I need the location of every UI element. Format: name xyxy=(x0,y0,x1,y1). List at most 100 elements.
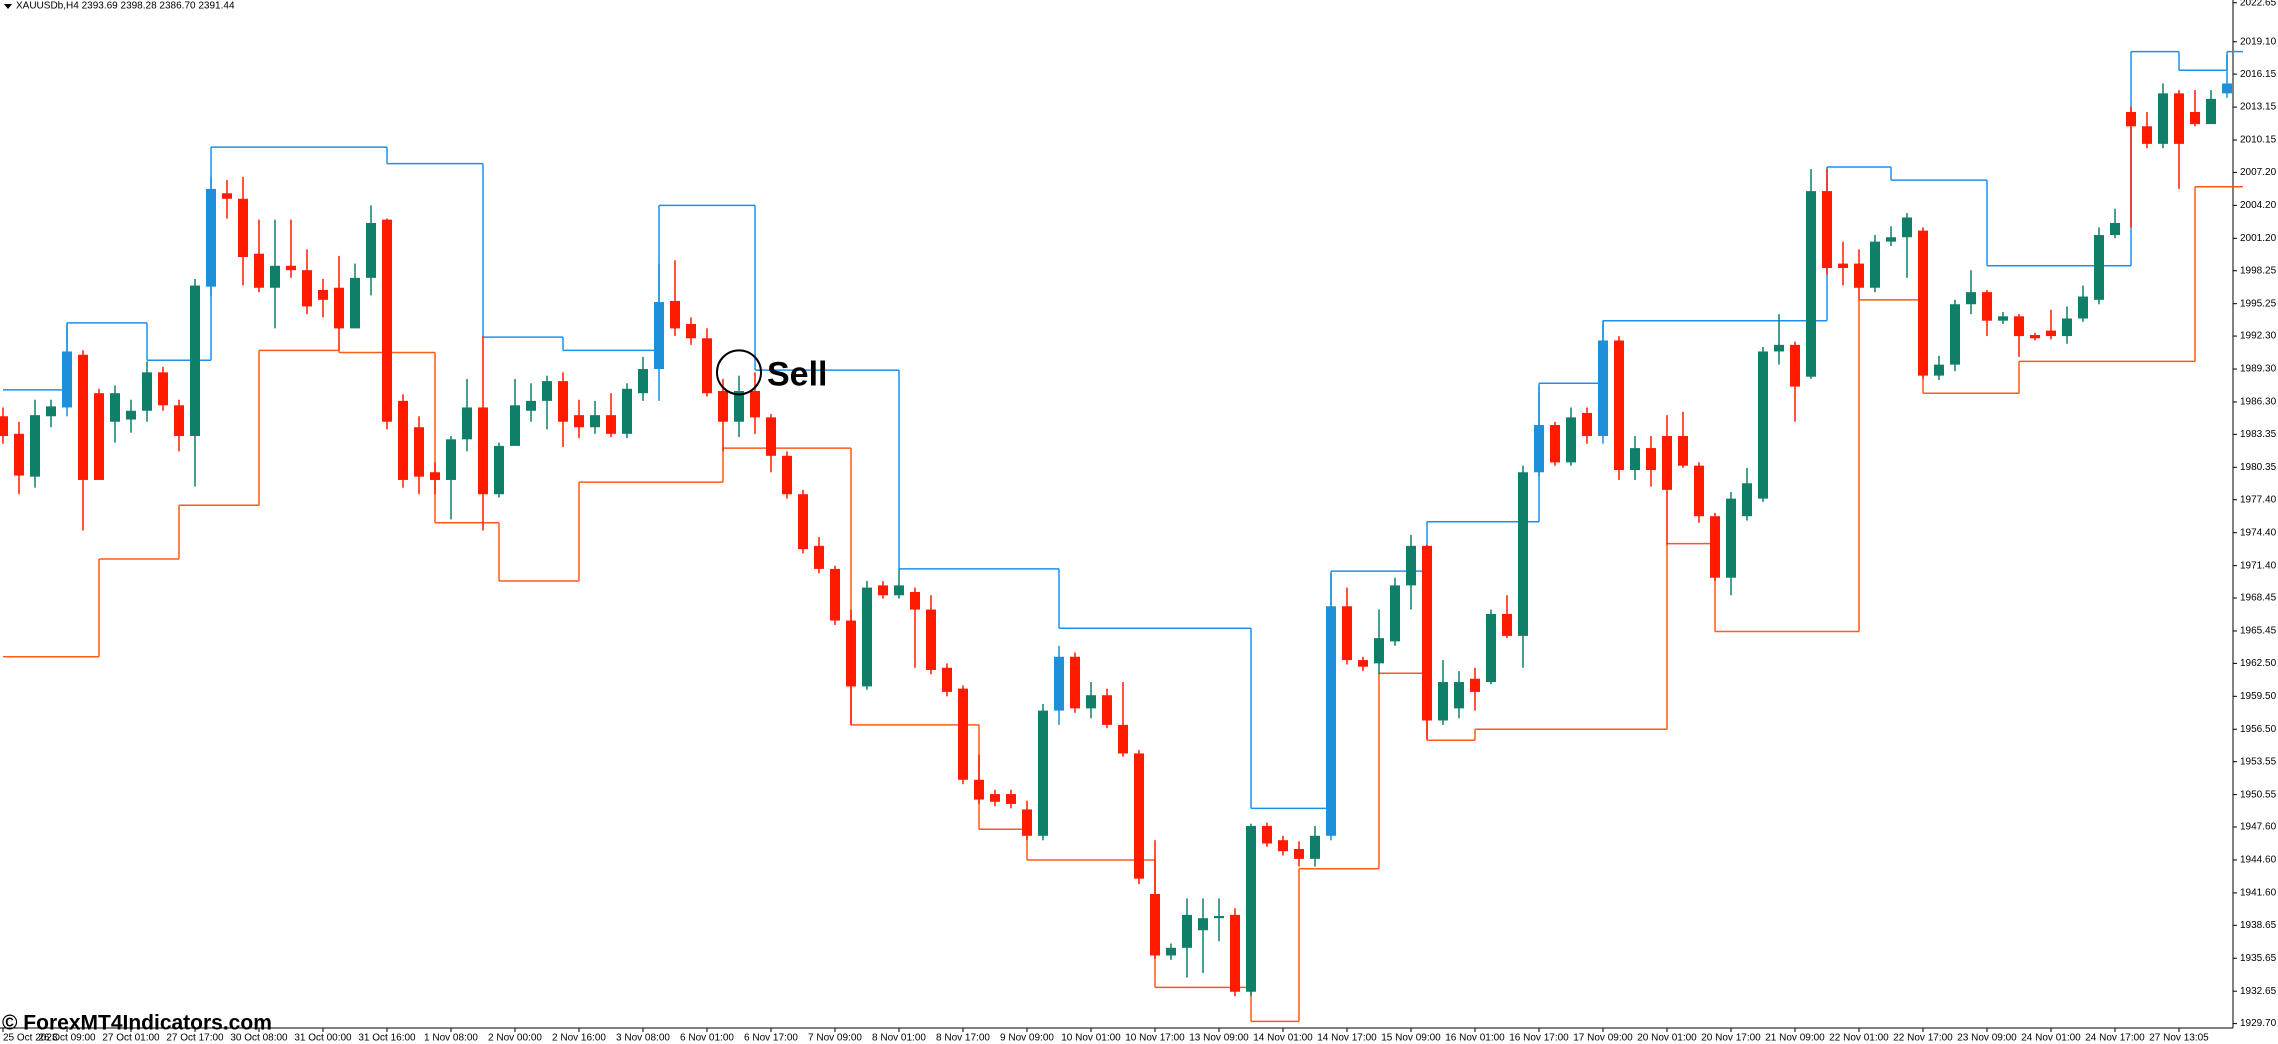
y-tick-label: 2001.20 xyxy=(2240,233,2277,244)
candle-body xyxy=(1742,483,1752,517)
candle-body xyxy=(62,351,72,408)
candle-body xyxy=(686,323,696,339)
candle-body xyxy=(1214,915,1224,919)
candle-body xyxy=(606,415,616,434)
candle-body xyxy=(494,445,504,495)
y-tick-label: 1989.30 xyxy=(2240,364,2277,375)
candle-body xyxy=(1102,695,1112,725)
candle-body xyxy=(2094,235,2104,300)
candle-body xyxy=(910,591,920,610)
y-tick-label: 1971.40 xyxy=(2240,560,2277,571)
candle-body xyxy=(1294,848,1304,859)
candle-body xyxy=(1822,191,1832,268)
candle-body xyxy=(1470,678,1480,692)
x-tick-label: 10 Nov 17:00 xyxy=(1125,1033,1185,1044)
candle-body xyxy=(798,494,808,550)
candle-body xyxy=(1982,292,1992,321)
candle-body xyxy=(350,277,360,329)
candle-body xyxy=(414,427,424,477)
y-tick-label: 1953.55 xyxy=(2240,756,2277,767)
x-tick-label: 27 Nov 13:05 xyxy=(2149,1033,2209,1044)
candle-body xyxy=(1758,351,1768,499)
candle-body xyxy=(1134,753,1144,879)
candle-body xyxy=(1230,914,1240,992)
candle-body xyxy=(2078,296,2088,319)
candle-body xyxy=(894,585,904,596)
candle-body xyxy=(1774,344,1784,352)
candle-body xyxy=(1150,894,1160,956)
x-tick-label: 25 Oct 2023 xyxy=(3,1033,58,1044)
candle-body xyxy=(2110,222,2120,236)
candle-body xyxy=(462,407,472,440)
candle-body xyxy=(2062,318,2072,337)
candle-body xyxy=(670,300,680,329)
candle-body xyxy=(1806,191,1816,377)
y-tick-label: 1965.45 xyxy=(2240,626,2277,637)
x-tick-label: 21 Nov 09:00 xyxy=(1765,1033,1825,1044)
annotation-text: Sell xyxy=(767,355,827,393)
y-tick-label: 1962.50 xyxy=(2240,658,2277,669)
candle-body xyxy=(1598,340,1608,437)
candle-body xyxy=(1070,656,1080,709)
x-tick-label: 20 Nov 17:00 xyxy=(1701,1033,1761,1044)
candle-body xyxy=(974,779,984,800)
candle-body xyxy=(814,545,824,569)
candle-body xyxy=(878,585,888,596)
candle-body xyxy=(990,794,1000,802)
x-tick-label: 10 Nov 01:00 xyxy=(1061,1033,1121,1044)
candle-body xyxy=(1870,241,1880,288)
y-tick-label: 1947.60 xyxy=(2240,822,2277,833)
candle-body xyxy=(1838,263,1848,268)
candle-body xyxy=(1438,682,1448,721)
candle-body xyxy=(1086,695,1096,709)
x-tick-label: 14 Nov 01:00 xyxy=(1253,1033,1313,1044)
y-tick-label: 1959.50 xyxy=(2240,691,2277,702)
candle-body xyxy=(862,587,872,687)
candle-body xyxy=(542,381,552,401)
candle-body xyxy=(1118,724,1128,754)
candle-body xyxy=(1518,472,1528,636)
candle-body xyxy=(382,219,392,422)
candle-body xyxy=(174,405,184,437)
y-tick-label: 1998.25 xyxy=(2240,265,2277,276)
y-tick-label: 1944.60 xyxy=(2240,855,2277,866)
watermark: © ForexMT4Indicators.com xyxy=(2,1012,272,1035)
candle-body xyxy=(926,609,936,670)
x-tick-label: 27 Oct 17:00 xyxy=(166,1033,224,1044)
x-tick-label: 31 Oct 00:00 xyxy=(294,1033,352,1044)
candle-body xyxy=(1022,809,1032,836)
y-tick-label: 2004.20 xyxy=(2240,200,2277,211)
candle-body xyxy=(1678,436,1688,466)
candle-body xyxy=(1886,237,1896,242)
x-tick-label: 24 Nov 17:00 xyxy=(2085,1033,2145,1044)
candle-body xyxy=(1566,417,1576,463)
candle-body xyxy=(0,416,8,437)
candle-body xyxy=(1726,498,1736,578)
candle-body xyxy=(1934,364,1944,376)
y-tick-label: 1929.70 xyxy=(2240,1018,2277,1029)
candle-body xyxy=(1550,425,1560,463)
y-tick-label: 2007.20 xyxy=(2240,167,2277,178)
x-tick-label: 9 Nov 09:00 xyxy=(1000,1033,1054,1044)
candle-body xyxy=(2142,126,2152,144)
candle-body xyxy=(2126,112,2136,127)
candle-body xyxy=(2158,93,2168,144)
x-tick-label: 15 Nov 09:00 xyxy=(1381,1033,1441,1044)
candle-body xyxy=(398,400,408,480)
candle-body xyxy=(430,472,440,480)
candle-body xyxy=(1310,835,1320,859)
x-tick-label: 8 Nov 01:00 xyxy=(872,1033,926,1044)
y-tick-label: 1935.65 xyxy=(2240,953,2277,964)
candle-body xyxy=(238,198,248,257)
candle-body xyxy=(478,407,488,495)
candle-body xyxy=(2222,83,2232,94)
candle-body xyxy=(958,688,968,780)
candle-body xyxy=(2174,93,2184,144)
y-tick-label: 1968.45 xyxy=(2240,593,2277,604)
menu-arrow xyxy=(4,4,12,9)
x-tick-label: 23 Nov 09:00 xyxy=(1957,1033,2017,1044)
candle-body xyxy=(1694,465,1704,517)
y-tick-label: 1932.65 xyxy=(2240,986,2277,997)
candle-body xyxy=(2030,334,2040,339)
